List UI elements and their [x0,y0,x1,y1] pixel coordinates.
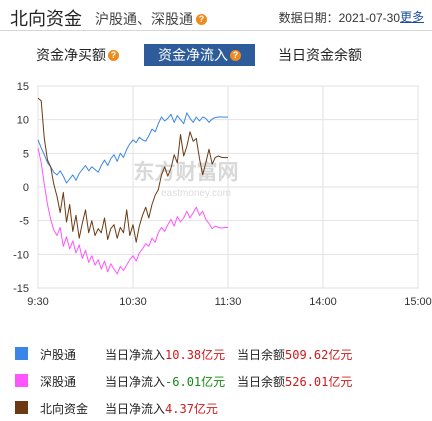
legend-swatch-hgt [15,347,28,360]
legend-balance-unit: 亿元 [328,375,353,389]
help-icon[interactable]: ? [108,49,119,61]
chart-area: 15 10 5 0 -5 -10 -159:30 10:30 11:30 14:00 15:00 东方… [13,81,432,308]
y-tick-label: -15 [13,283,29,295]
legend-inflow-value: 4.37 [165,402,194,416]
help-icon[interactable]: ? [230,49,241,61]
legend-balance-value: 509.62 [285,348,329,362]
tab-daily-balance[interactable]: 当日资金余额 [278,44,362,66]
legend-balance-value: 526.01 [285,375,329,389]
legend-name: 沪股通 [40,348,77,362]
legend-balance-unit: 亿元 [328,348,353,362]
watermark-sub: eastmoney.com [161,188,231,199]
date-value: 2021-07-30 [338,11,400,25]
tab-net-buy[interactable]: 资金净买额? [36,44,119,66]
y-tick-label: 5 [23,148,29,160]
page-subtitle: 沪股通、深股通? [95,9,207,29]
legend-row-sgt: 深股通 当日净流入-6.01亿元 当日余额526.01亿元 [0,370,432,392]
legend-balance: 当日余额509.62亿元 [237,346,352,363]
page-title: 北向资金 [10,9,82,29]
legend-balance-label: 当日余额 [237,375,286,389]
legend-inflow-label: 当日净流入 [105,375,166,389]
legend-balance: 当日余额526.01亿元 [237,373,352,390]
header-bar: 北向资金 沪股通、深股通? 数据日期：2021-07-30 更多 [0,0,432,30]
x-tick-label: 14:00 [309,296,337,308]
legend-inflow-value: 10.38 [165,348,202,362]
legend-inflow: 当日净流入4.37亿元 [105,400,218,417]
x-tick-label: 15:00 [404,296,432,308]
tab-net-buy-label: 资金净买额 [36,47,106,63]
y-tick-label: 0 [23,182,29,194]
tab-bar: 资金净买额? 资金净流入? 当日资金余额 [0,44,432,66]
more-link[interactable]: 更多 [399,10,424,24]
watermark-text: 东方财富网 [134,160,239,184]
series-line-2 [37,97,228,243]
legend-name: 深股通 [40,375,77,389]
legend-inflow-unit: 亿元 [201,375,226,389]
legend-inflow-value: -6.01 [165,375,202,389]
legend-inflow-unit: 亿元 [193,402,218,416]
y-tick-label: -10 [13,249,29,261]
x-tick-label: 11:30 [215,296,242,308]
x-tick-label: 9:30 [27,296,48,308]
legend-swatch-north [15,401,28,414]
legend-row-north: 北向资金 当日净流入4.37亿元 [0,397,432,419]
help-icon[interactable]: ? [196,13,207,25]
legend-inflow-label: 当日净流入 [105,402,166,416]
y-tick-label: 15 [17,81,29,93]
date-area: 数据日期：2021-07-30 [279,9,400,26]
header-divider [0,30,432,31]
y-tick-label: 10 [17,115,29,127]
legend-name: 北向资金 [40,402,89,416]
legend-inflow-unit: 亿元 [201,348,226,362]
x-tick-label: 10:30 [119,296,147,308]
legend-inflow: 当日净流入-6.01亿元 [105,373,225,390]
legend-row-hgt: 沪股通 当日净流入10.38亿元 当日余额509.62亿元 [0,343,432,365]
legend-inflow: 当日净流入10.38亿元 [105,346,225,363]
legend-swatch-sgt [15,374,28,387]
tab-net-inflow[interactable]: 资金净流入? [144,44,255,66]
series-line-1 [37,147,229,275]
tab-net-inflow-label: 资金净流入 [158,47,228,63]
tab-daily-balance-label: 当日资金余额 [278,47,362,63]
legend-balance-label: 当日余额 [237,348,286,362]
subtitle-text: 沪股通、深股通 [95,11,193,27]
y-tick-label: -5 [19,216,29,228]
legend-inflow-label: 当日净流入 [105,348,166,362]
date-label: 数据日期： [278,11,339,25]
series-line-0 [37,112,228,184]
